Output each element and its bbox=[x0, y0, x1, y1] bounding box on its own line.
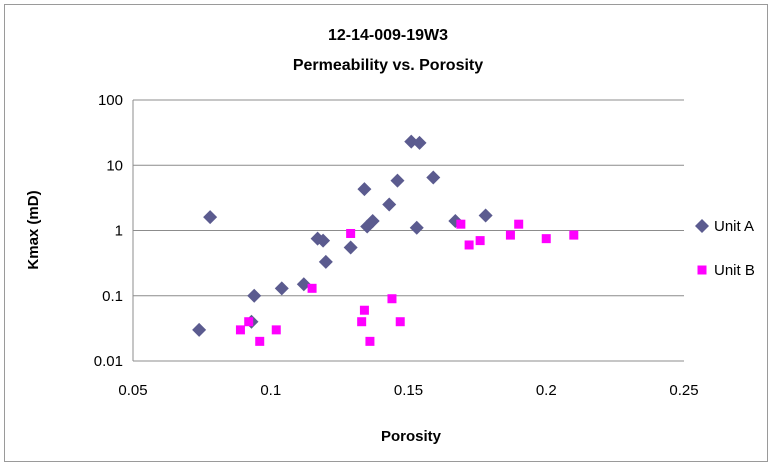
data-point-square bbox=[357, 317, 367, 327]
data-point-diamond bbox=[426, 170, 441, 185]
data-point-diamond bbox=[409, 220, 424, 235]
data-point-diamond bbox=[192, 322, 207, 337]
data-point-square bbox=[395, 317, 405, 327]
data-point-diamond bbox=[247, 288, 262, 303]
chart-title: 12-14-009-19W3 bbox=[328, 27, 448, 44]
y-axis-title: Kmax (mD) bbox=[25, 190, 42, 269]
chart-area bbox=[4, 4, 768, 462]
data-point-square bbox=[244, 317, 254, 327]
data-point-diamond bbox=[296, 277, 311, 292]
legend-marker-diamond bbox=[695, 219, 709, 233]
data-point-diamond bbox=[318, 254, 333, 269]
data-point-square bbox=[541, 234, 551, 244]
data-point-square bbox=[359, 305, 369, 315]
data-point-diamond bbox=[404, 134, 419, 149]
data-point-square bbox=[271, 325, 281, 335]
data-point-square bbox=[569, 230, 579, 240]
x-tick-label: 0.25 bbox=[669, 382, 698, 399]
x-tick-label: 0.2 bbox=[536, 382, 557, 399]
y-tick-label: 1 bbox=[115, 223, 123, 240]
data-point-diamond bbox=[365, 213, 380, 228]
data-point-diamond bbox=[390, 173, 405, 188]
x-tick-label: 0.05 bbox=[118, 382, 147, 399]
data-point-diamond bbox=[412, 135, 427, 150]
data-point-square bbox=[505, 230, 515, 240]
x-tick-labels: 0.05 0.1 0.15 0.2 0.25 bbox=[118, 382, 698, 399]
data-point-diamond bbox=[274, 281, 289, 296]
data-points bbox=[192, 134, 579, 346]
data-point-square bbox=[514, 219, 524, 229]
data-point-square bbox=[365, 336, 375, 346]
data-point-square bbox=[387, 294, 397, 304]
x-tick-label: 0.1 bbox=[260, 382, 281, 399]
legend-label: Unit A bbox=[714, 218, 754, 235]
x-tick-label: 0.15 bbox=[394, 382, 423, 399]
data-point-diamond bbox=[382, 197, 397, 212]
y-tick-labels: 0.01 0.1 1 10 100 bbox=[94, 92, 123, 370]
data-point-square bbox=[235, 325, 245, 335]
legend-label: Unit B bbox=[714, 262, 755, 279]
y-tick-label: 0.1 bbox=[102, 288, 123, 305]
y-tick-label: 0.01 bbox=[94, 353, 123, 370]
gridlines bbox=[132, 99, 684, 362]
data-point-square bbox=[255, 336, 265, 346]
y-tick-label: 10 bbox=[106, 157, 123, 174]
data-point-diamond bbox=[357, 182, 372, 197]
chart-subtitle: Permeability vs. Porosity bbox=[293, 57, 483, 74]
data-point-diamond bbox=[203, 210, 218, 225]
data-point-square bbox=[346, 228, 356, 238]
data-point-square bbox=[456, 219, 466, 229]
data-point-diamond bbox=[478, 208, 493, 223]
series-unit-b bbox=[235, 219, 579, 346]
data-point-diamond bbox=[316, 233, 331, 248]
data-point-square bbox=[475, 236, 485, 246]
data-point-square bbox=[464, 240, 474, 250]
data-point-diamond bbox=[343, 240, 358, 255]
legend: Unit A Unit B bbox=[695, 218, 755, 279]
y-tick-label: 100 bbox=[98, 92, 123, 109]
data-point-square bbox=[307, 283, 317, 293]
legend-marker-square bbox=[697, 265, 707, 275]
x-axis-title: Porosity bbox=[381, 428, 442, 445]
